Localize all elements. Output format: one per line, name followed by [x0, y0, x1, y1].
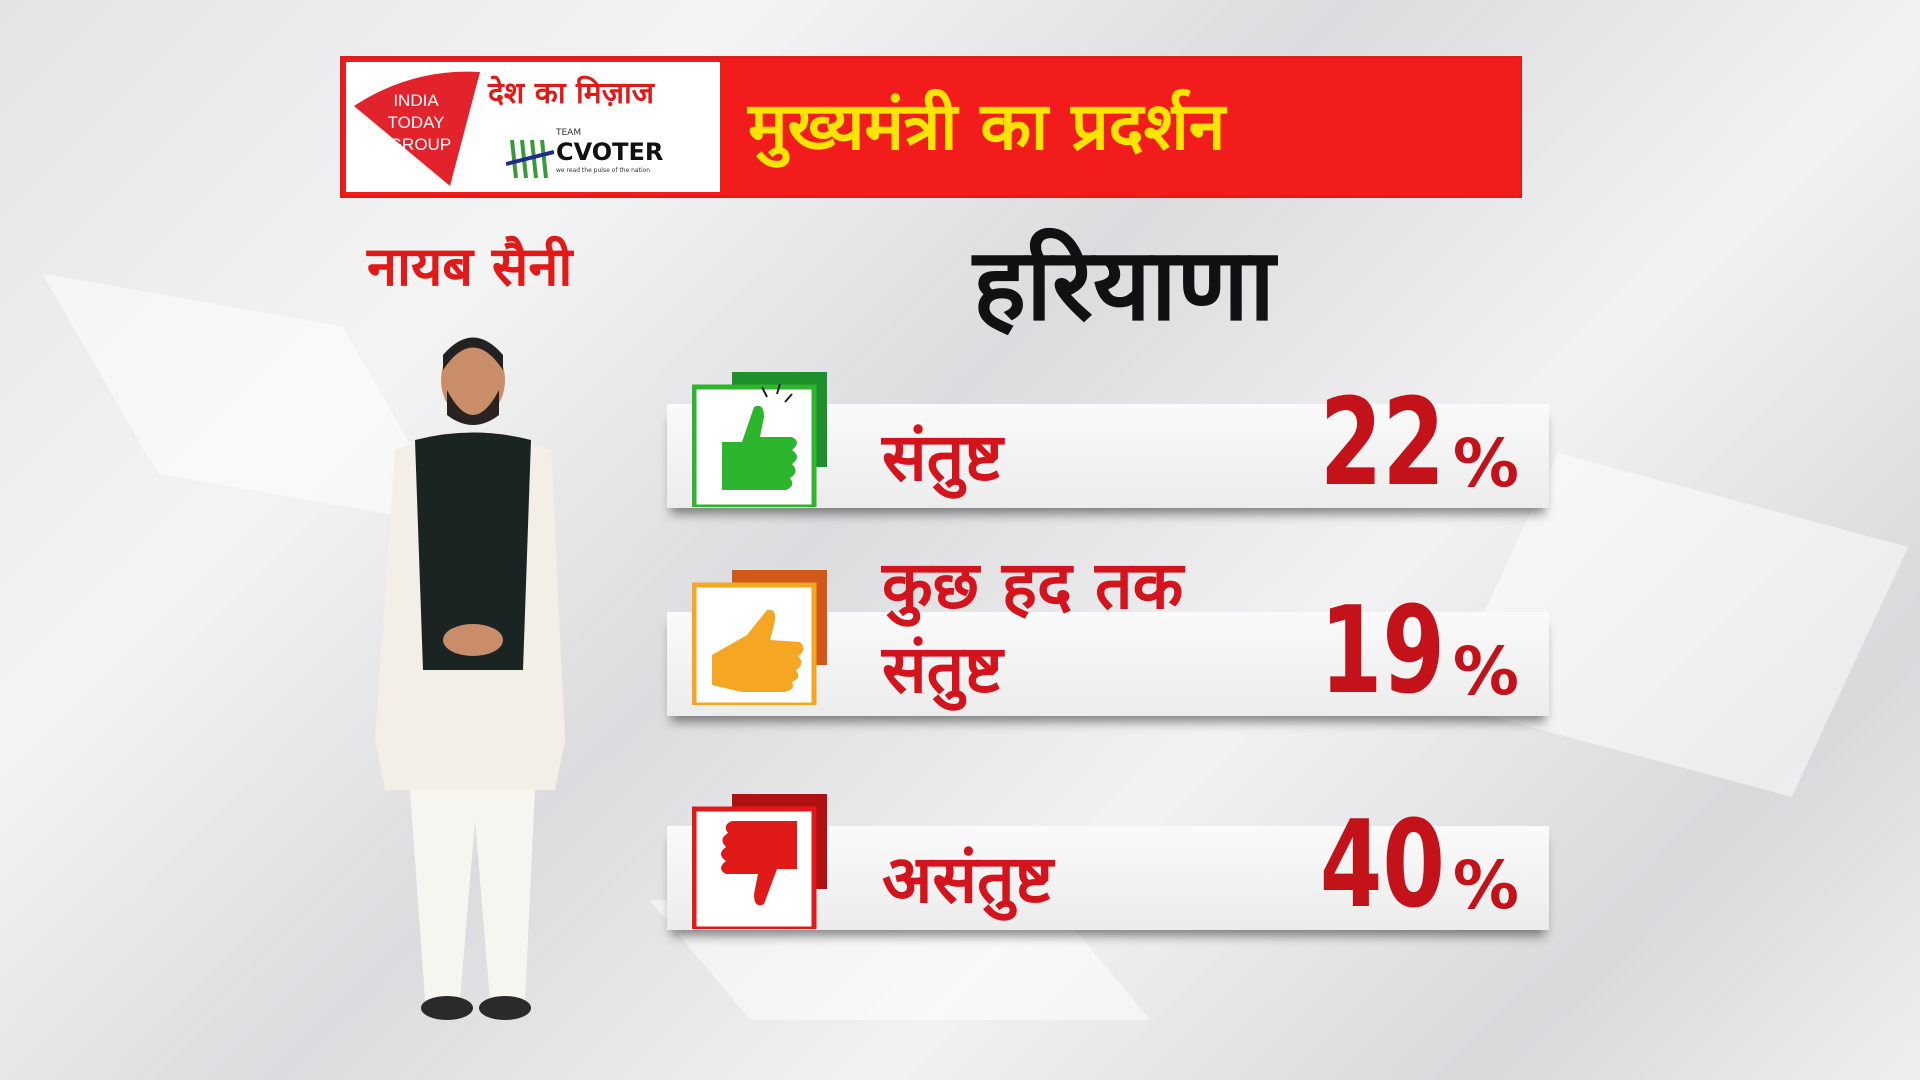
person-name: नायब सैनी	[367, 235, 573, 298]
cvoter-mark-icon	[506, 139, 554, 179]
row-label: असंतुष्ट	[882, 841, 1054, 918]
row-value: 22%	[1278, 384, 1519, 504]
cvoter-team-text: TEAM	[556, 128, 582, 138]
svg-text:INDIA: INDIA	[393, 91, 439, 110]
value-number: 40	[1319, 796, 1445, 935]
row-label-line2: संतुष्ट	[882, 631, 1003, 708]
india-today-logo: INDIA TODAY GROUP	[354, 71, 480, 186]
value-number: 19	[1319, 582, 1445, 721]
result-row-dissatisfied: असंतुष्ट 40%	[667, 794, 1549, 930]
value-unit: %	[1452, 847, 1519, 924]
row-label-line1: कुछ हद तक	[882, 547, 1184, 624]
thumbs-sideways-icon	[692, 570, 827, 705]
result-row-satisfied: संतुष्ट 22%	[667, 372, 1549, 508]
row-value: 19%	[1278, 592, 1519, 712]
thumbs-down-icon	[692, 794, 827, 929]
result-row-somewhat-satisfied: कुछ हद तक संतुष्ट 19%	[667, 547, 1549, 716]
svg-text:GROUP: GROUP	[389, 135, 451, 154]
state-title: हरियाणा	[973, 226, 1275, 343]
page-title: मुख्यमंत्री का प्रदर्शन	[748, 88, 1226, 165]
value-number: 22	[1319, 374, 1445, 513]
cvoter-name-text: CVOTER	[556, 138, 664, 166]
cvoter-tagline: we read the pulse of the nation	[556, 167, 651, 174]
header-banner: INDIA TODAY GROUP देश का मिज़ाज TEAM CVO…	[340, 56, 1522, 198]
logo-area: INDIA TODAY GROUP देश का मिज़ाज TEAM CVO…	[346, 62, 720, 192]
row-value: 40%	[1278, 806, 1519, 926]
thumbs-up-icon	[692, 372, 827, 507]
value-unit: %	[1452, 425, 1519, 502]
row-label: संतुष्ट	[882, 419, 1003, 496]
svg-text:TODAY: TODAY	[388, 113, 445, 132]
person-photo	[375, 337, 565, 1020]
show-name: देश का मिज़ाज	[488, 76, 655, 111]
cvoter-logo: TEAM CVOTER we read the pulse of the nat…	[506, 128, 716, 188]
value-unit: %	[1452, 633, 1519, 710]
